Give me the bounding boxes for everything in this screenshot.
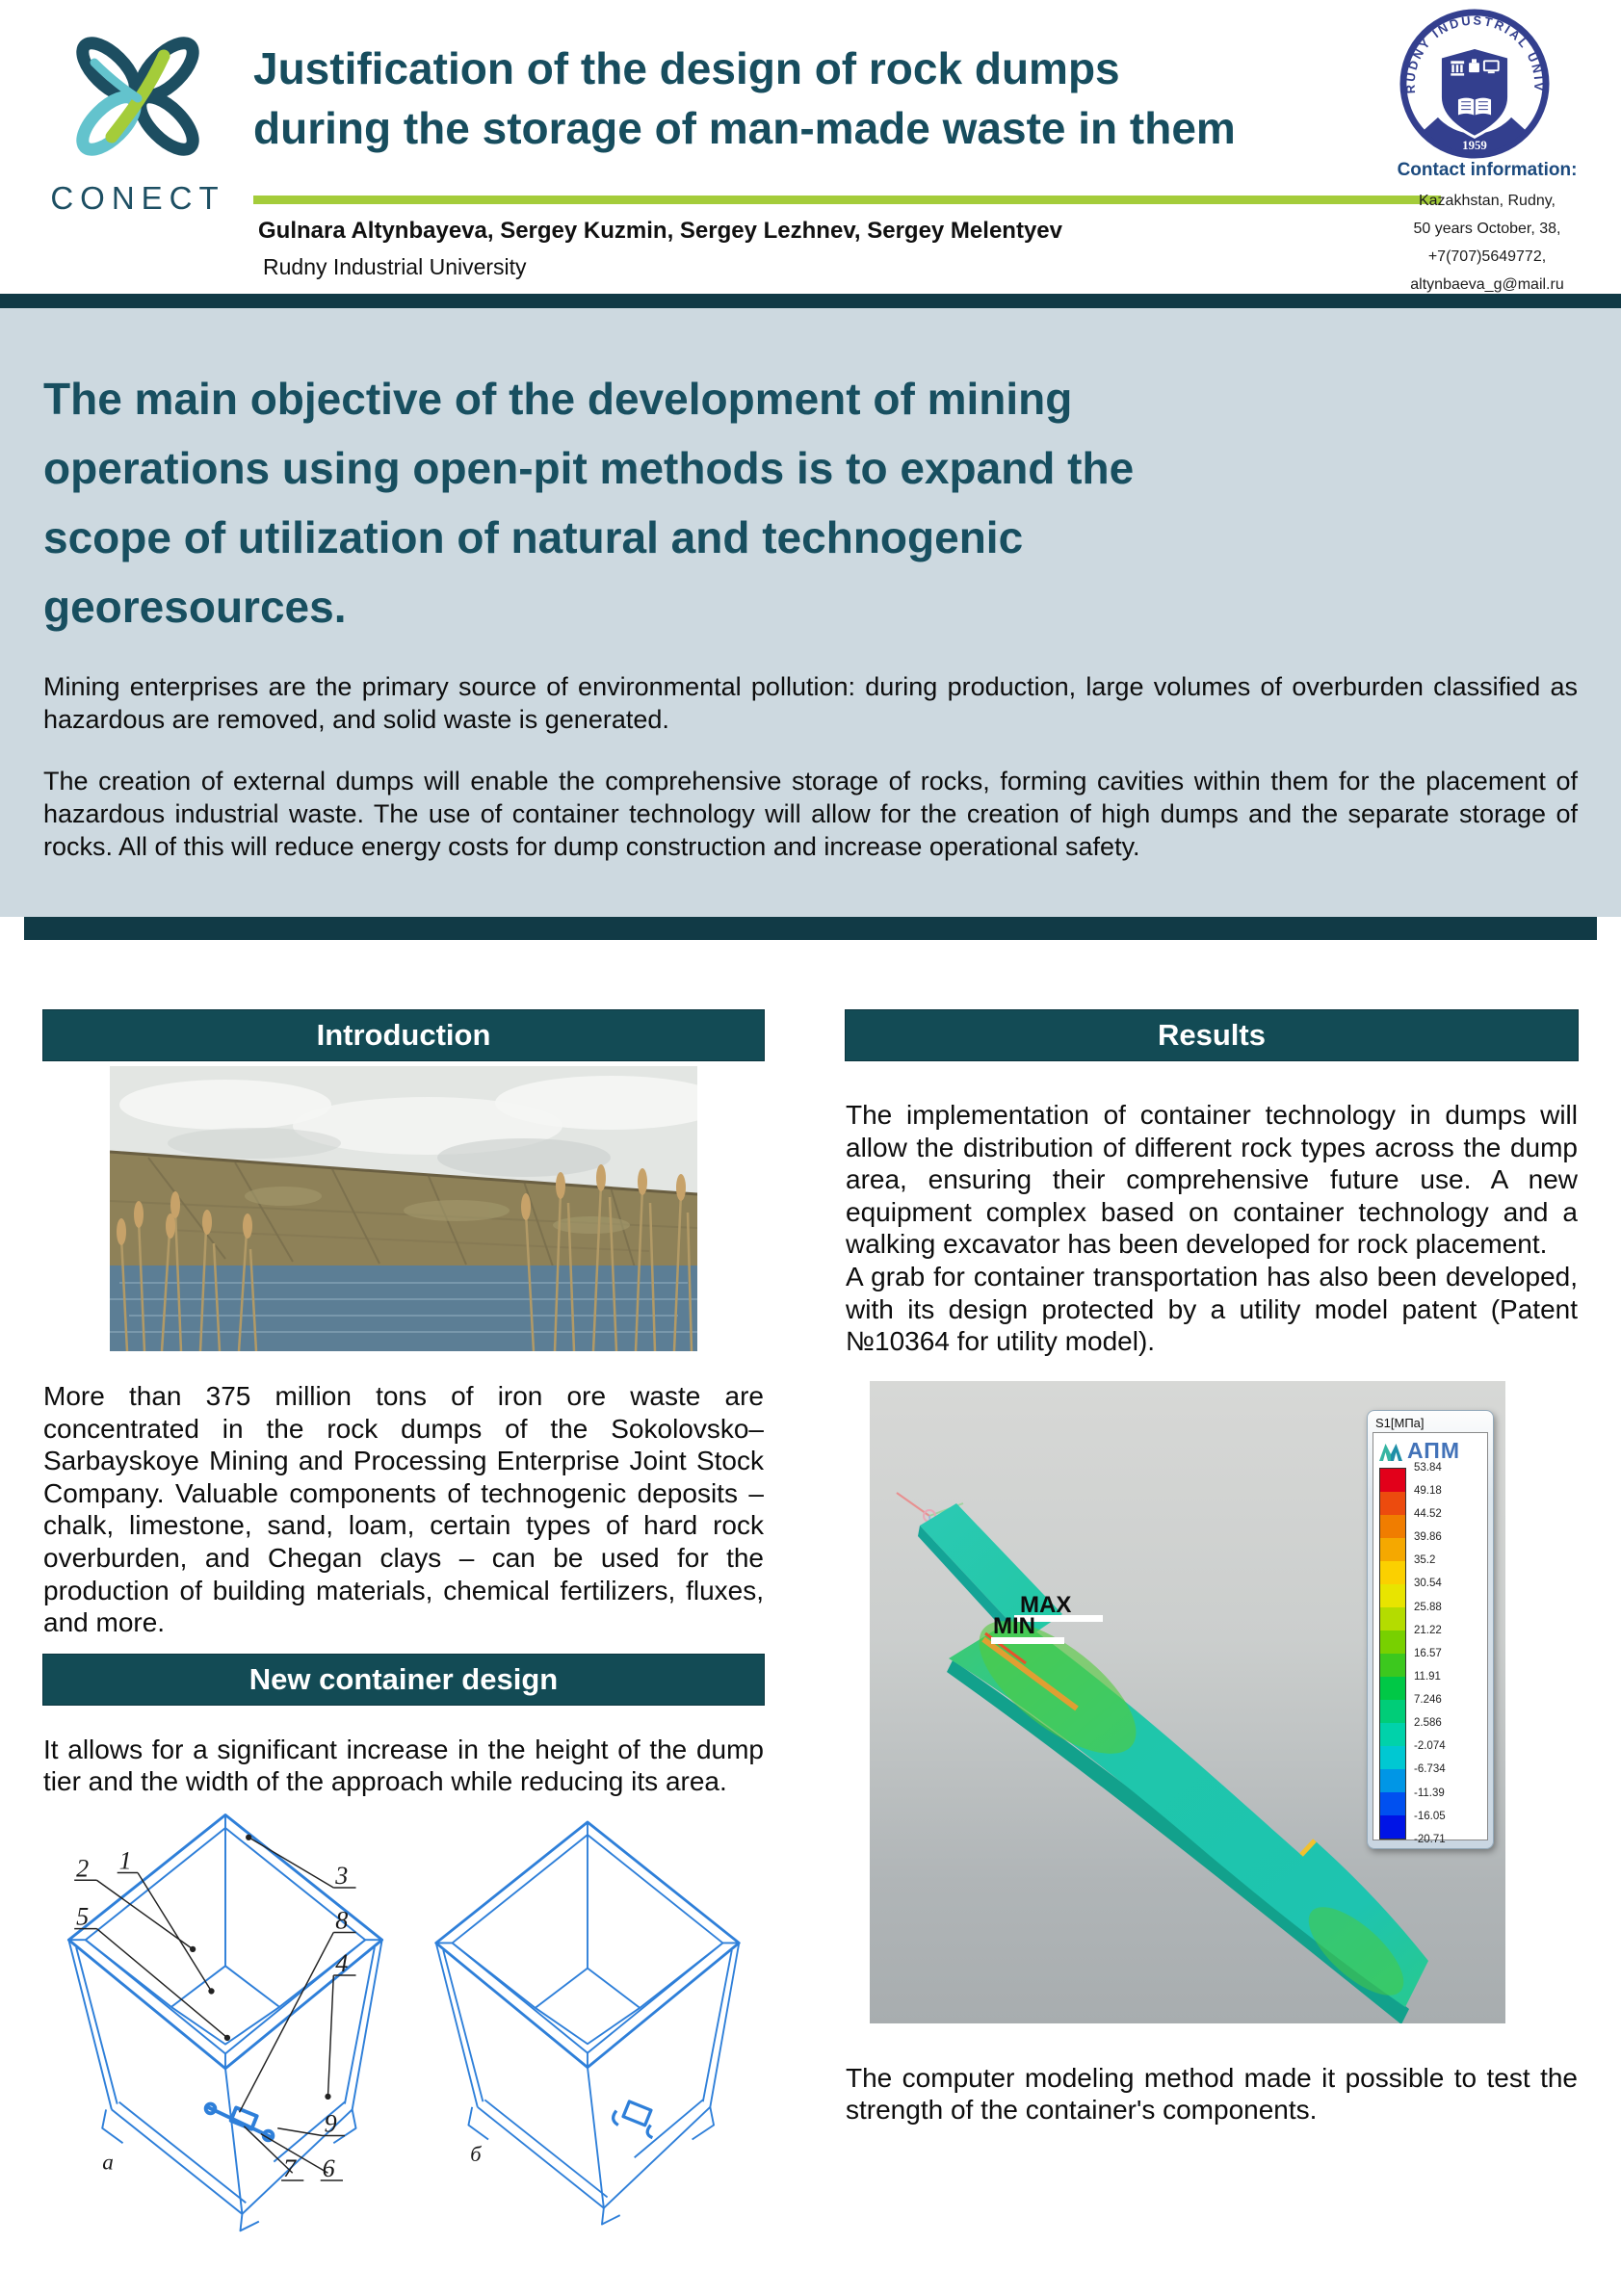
contact-email: altynbaeva_g@mail.ru bbox=[1410, 276, 1564, 293]
title-underline bbox=[253, 196, 1441, 204]
legend-colorbar bbox=[1379, 1467, 1406, 1839]
legend-box: АПМ 53.84 49.18 44.52 39.86 35.2 30.54 25.88 21… bbox=[1373, 1431, 1488, 1845]
contact-block: Contact information: Kazakhstan, Rudny, … bbox=[1372, 160, 1603, 299]
divider-bar-top bbox=[0, 294, 1621, 308]
photo-clouds bbox=[119, 1076, 697, 1177]
abstract-heading-line: operations using open-pit methods is to … bbox=[43, 443, 1135, 493]
rock-dump-photo bbox=[110, 1066, 697, 1351]
photo-reed-heads bbox=[117, 1164, 686, 1245]
part-number: 2 bbox=[76, 1854, 89, 1882]
part-number: 8 bbox=[335, 1907, 348, 1935]
abstract-paragraph-1: Mining enterprises are the primary sourc… bbox=[43, 672, 1578, 734]
abstract-heading-line: The main objective of the development of… bbox=[43, 374, 1073, 424]
university-seal: RUDNY INDUSTRIAL UNIVERSITY 1959 bbox=[1393, 0, 1551, 160]
fem-figure: MAX MIN S1[МПа] АПМ 53. bbox=[870, 1380, 1505, 2023]
legend-scale: 53.84 49.18 44.52 39.86 35.2 30.54 25.88 21.22 1… bbox=[1379, 1462, 1487, 1845]
diagram-b-label: б bbox=[470, 2142, 482, 2166]
apm-logo: АПМ bbox=[1379, 1437, 1487, 1466]
contact-line: +7(707)5649772, bbox=[1427, 248, 1547, 265]
diagram-part-numbers: 1 2 3 4 5 6 7 8 9 bbox=[76, 1847, 348, 2182]
introduction-text: More than 375 million tons of iron ore w… bbox=[43, 1381, 764, 1638]
container-latch bbox=[612, 2100, 654, 2140]
right-column: Results The implementation of container … bbox=[846, 1010, 1578, 2126]
results-title: Results bbox=[1158, 1018, 1266, 1052]
part-number: 9 bbox=[325, 2110, 337, 2138]
min-label: MIN bbox=[993, 1613, 1035, 1639]
part-number: 1 bbox=[119, 1847, 132, 1875]
abstract-heading-line: scope of utilization of natural and tech… bbox=[43, 512, 1024, 562]
abstract-paragraph-2: The creation of external dumps will enab… bbox=[43, 767, 1578, 861]
new-container-title: New container design bbox=[248, 1661, 559, 1696]
contact-line: 50 years October, 38, bbox=[1413, 221, 1561, 237]
photo-water bbox=[110, 1265, 697, 1351]
diagram-a-label: а bbox=[102, 2150, 114, 2175]
abstract-heading-line: georesources. bbox=[43, 582, 347, 632]
section-header-results: Results bbox=[846, 1010, 1578, 1060]
seal-year: 1959 bbox=[1462, 139, 1487, 152]
contact-heading: Contact information: bbox=[1397, 160, 1578, 180]
conect-logo-icon bbox=[76, 37, 199, 156]
part-number: 6 bbox=[323, 2154, 335, 2182]
part-number: 3 bbox=[334, 1862, 348, 1890]
fem-model: MAX MIN bbox=[896, 1491, 1428, 2023]
conect-logo: CONECT bbox=[46, 19, 229, 217]
seal-book-icon bbox=[1456, 96, 1493, 117]
stress-extreme-labels: MAX MIN bbox=[991, 1592, 1103, 1644]
divider-bar-bottom bbox=[24, 917, 1597, 940]
poster-title: Justification of the design of rock dump… bbox=[253, 39, 1390, 158]
legend-values: 53.84 49.18 44.52 39.86 35.2 30.54 25.88 21.22 1… bbox=[1414, 1461, 1446, 1845]
container-diagram-b: б bbox=[434, 1820, 741, 2226]
new-container-text: It allows for a significant increase in … bbox=[43, 1734, 764, 1797]
affiliation-line: Rudny Industrial University bbox=[263, 254, 527, 279]
results-text-1: The implementation of container technolo… bbox=[846, 1100, 1578, 1260]
figure-caption: The computer modeling method made it pos… bbox=[846, 2062, 1578, 2126]
contact-line: Kazakhstan, Rudny, bbox=[1418, 193, 1556, 209]
seal-top-icons bbox=[1451, 59, 1500, 76]
part-number: 5 bbox=[76, 1903, 89, 1931]
apm-logo-icon bbox=[1379, 1443, 1402, 1461]
conect-logo-text: CONECT bbox=[50, 180, 225, 216]
part-number: 4 bbox=[335, 1949, 348, 1977]
photo-reeds bbox=[119, 1183, 693, 1351]
container-diagram-a: 1 2 3 4 5 6 7 8 9 а bbox=[66, 1813, 384, 2232]
poster-title-line2: during the storage of man-made waste in … bbox=[253, 103, 1236, 153]
section-header-new-container: New container design bbox=[43, 1654, 764, 1705]
container-diagrams: 1 2 3 4 5 6 7 8 9 а bbox=[43, 1800, 764, 2238]
abstract-heading: The main objective of the development of… bbox=[43, 364, 1578, 641]
part-number: 7 bbox=[283, 2154, 297, 2182]
university-seal-icon: RUDNY INDUSTRIAL UNIVERSITY 1959 bbox=[1393, 0, 1550, 159]
diagram-leader-lines bbox=[74, 1834, 356, 2181]
max-label: MAX bbox=[1020, 1592, 1071, 1618]
left-column: Introduction bbox=[43, 1010, 764, 2238]
section-header-introduction: Introduction bbox=[43, 1010, 764, 1060]
legend-title: S1[МПа] bbox=[1375, 1415, 1425, 1430]
photo-rock-dump-slope bbox=[110, 1152, 697, 1270]
abstract-panel: The main objective of the development of… bbox=[0, 308, 1621, 917]
introduction-title: Introduction bbox=[316, 1018, 491, 1052]
results-text-2: A grab for container transportation has … bbox=[846, 1261, 1578, 1357]
poster-title-line1: Justification of the design of rock dump… bbox=[253, 43, 1120, 93]
apm-logo-text: АПМ bbox=[1407, 1438, 1460, 1464]
fem-legend: S1[МПа] АПМ 53.84 49.18 44.52 39.86 35.2 30.5… bbox=[1367, 1409, 1494, 1849]
authors-line: Gulnara Altynbayeva, Sergey Kuzmin, Serg… bbox=[258, 218, 1062, 244]
